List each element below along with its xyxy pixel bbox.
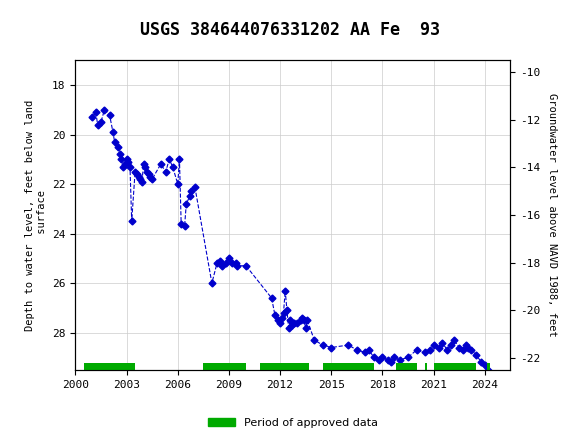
Y-axis label: Depth to water level, feet below land
 surface: Depth to water level, feet below land su… xyxy=(25,99,46,331)
Bar xyxy=(322,362,374,369)
Bar xyxy=(204,362,246,369)
Legend: Period of approved data: Period of approved data xyxy=(203,414,383,430)
Bar xyxy=(434,362,476,369)
Bar xyxy=(396,362,416,369)
Bar xyxy=(260,362,309,369)
Bar xyxy=(84,362,135,369)
Text: USGS 384644076331202 AA Fe  93: USGS 384644076331202 AA Fe 93 xyxy=(140,21,440,39)
Bar xyxy=(425,362,427,369)
Bar xyxy=(487,362,490,369)
Text: ≡USGS: ≡USGS xyxy=(17,17,72,35)
Y-axis label: Groundwater level above NAVD 1988, feet: Groundwater level above NAVD 1988, feet xyxy=(548,93,557,337)
